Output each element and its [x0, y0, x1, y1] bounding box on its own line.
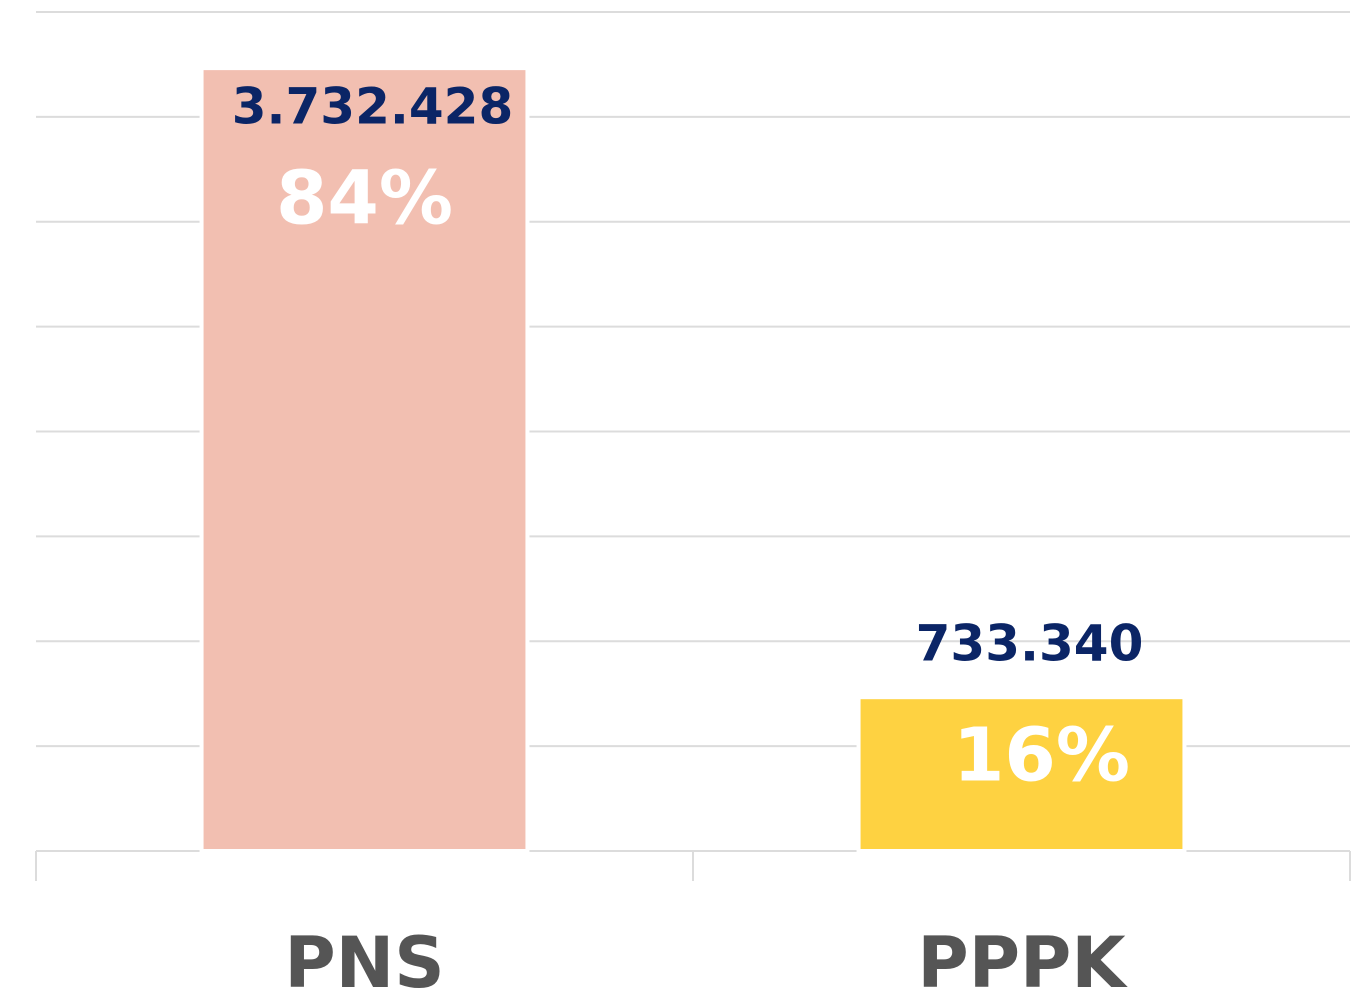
value-label: 733.340 [916, 615, 1144, 673]
share-label: 84% [276, 156, 453, 242]
x-tick-label: PNS [284, 922, 444, 1001]
bar [199, 66, 530, 853]
share-label: 16% [953, 713, 1130, 799]
bar [856, 695, 1187, 854]
value-label: 3.732.428 [232, 78, 514, 136]
x-tick-label: PPPK [917, 922, 1128, 1001]
